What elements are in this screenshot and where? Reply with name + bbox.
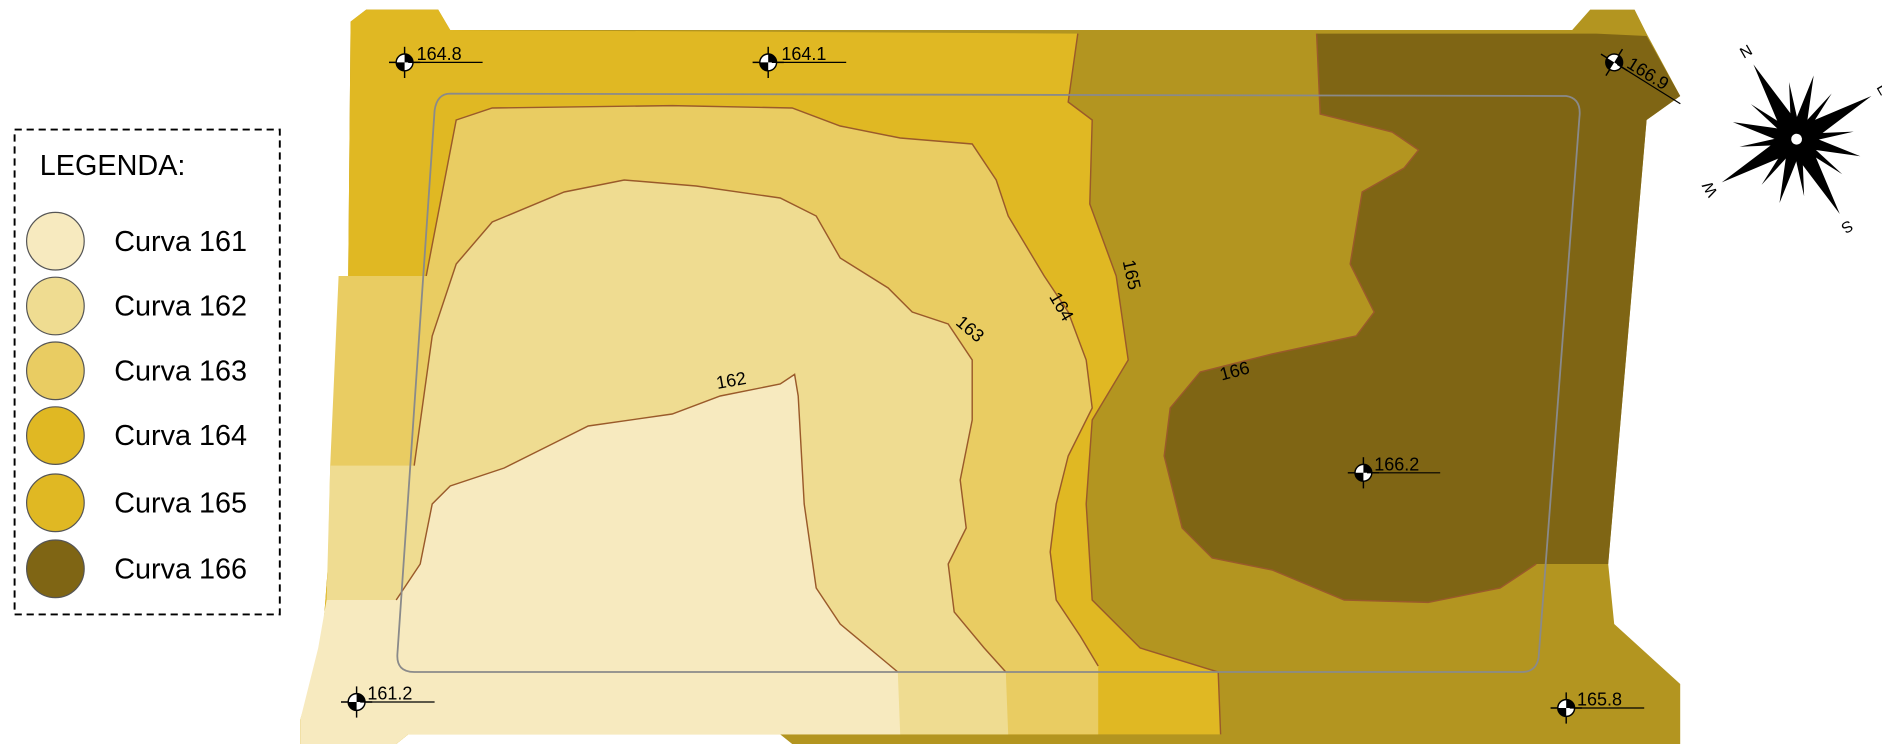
compass-label: S (1838, 216, 1856, 236)
legend-swatch (25, 341, 85, 401)
spot-elevation: 164.1 (781, 44, 826, 64)
legend-swatch (25, 539, 85, 599)
compass-rose: N E S W (1699, 42, 1882, 236)
zone-161 (300, 374, 901, 744)
contour-line (395, 373, 899, 673)
compass-label: N (1737, 42, 1755, 62)
compass-label: E (1873, 81, 1882, 99)
spot-elevation: 161.2 (367, 684, 412, 704)
legend-label: Curva 165 (114, 487, 247, 519)
legend-label: Curva 166 (114, 553, 247, 585)
contour-line (1067, 33, 1222, 735)
legend-label: Curva 164 (114, 420, 247, 452)
spot-elevation: 165.8 (1577, 690, 1622, 710)
contour-line (1163, 33, 1537, 604)
zone-166 (1164, 33, 1681, 603)
legend-swatch (25, 473, 85, 533)
parcel-outline (396, 92, 1581, 673)
spot-elevation: 166.2 (1374, 454, 1419, 474)
legend-swatch (25, 406, 85, 465)
legend-title: LEGENDA: (40, 150, 186, 182)
benchmark: 161.2 (340, 684, 435, 719)
legend: LEGENDA: Curva 161 Curva 162 Curva 163 Curv… (13, 128, 281, 616)
contour-line (413, 179, 1007, 673)
legend-label: Curva 163 (114, 355, 247, 387)
compass-label: W (1699, 178, 1721, 199)
legend-swatch (25, 276, 85, 336)
benchmark: 165.8 (1549, 690, 1645, 725)
contour-line (425, 104, 1099, 667)
benchmark: 164.8 (388, 44, 483, 79)
legend-swatch (25, 211, 85, 271)
benchmark: 164.1 (751, 44, 847, 79)
legend-label: Curva 162 (114, 291, 247, 323)
legend-label: Curva 161 (114, 226, 247, 258)
spot-elevation: 164.8 (417, 44, 462, 64)
benchmark: 166.2 (1347, 454, 1441, 490)
